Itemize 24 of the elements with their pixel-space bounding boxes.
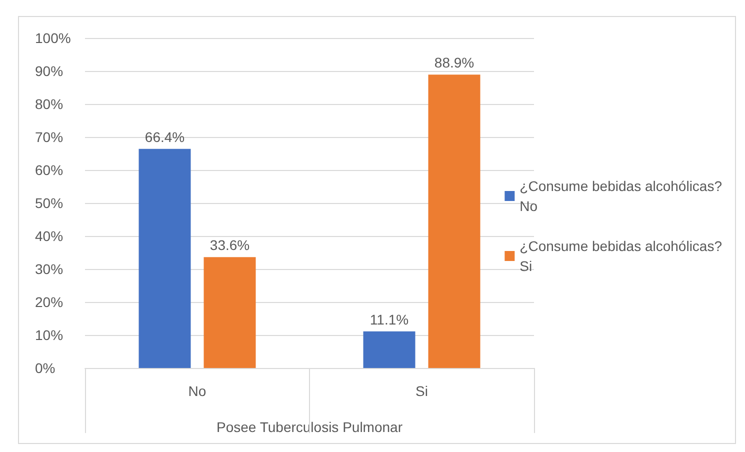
- data-label: 88.9%: [434, 54, 474, 71]
- y-tick-label: 70%: [35, 129, 64, 145]
- y-tick-label: 20%: [35, 294, 64, 310]
- y-tick-label: 100%: [35, 30, 71, 46]
- bar: [138, 148, 191, 368]
- y-tick-label: 80%: [35, 96, 64, 112]
- y-tick-label: 90%: [35, 63, 64, 79]
- x-tick-label: No: [188, 383, 206, 399]
- x-axis-title: Posee Tuberculosis Pulmonar: [216, 419, 403, 435]
- legend-label: ¿Consume bebidas alcohólicas? Si: [520, 238, 722, 274]
- legend-label: ¿Consume bebidas alcohólicas? No: [520, 178, 722, 214]
- x-tick-label: Si: [416, 383, 428, 399]
- data-label: 66.4%: [144, 128, 185, 145]
- bar: [428, 74, 480, 368]
- y-tick-label: 50%: [35, 195, 64, 211]
- data-label: 11.1%: [370, 311, 409, 328]
- y-tick-label: 40%: [35, 228, 64, 244]
- bar: [204, 257, 256, 368]
- y-tick-label: 60%: [35, 162, 64, 178]
- data-label: 33.6%: [210, 237, 250, 254]
- y-tick-label: 10%: [35, 327, 64, 343]
- bar: [363, 331, 416, 368]
- y-tick-label: 0%: [35, 360, 56, 376]
- y-tick-label: 30%: [35, 261, 64, 277]
